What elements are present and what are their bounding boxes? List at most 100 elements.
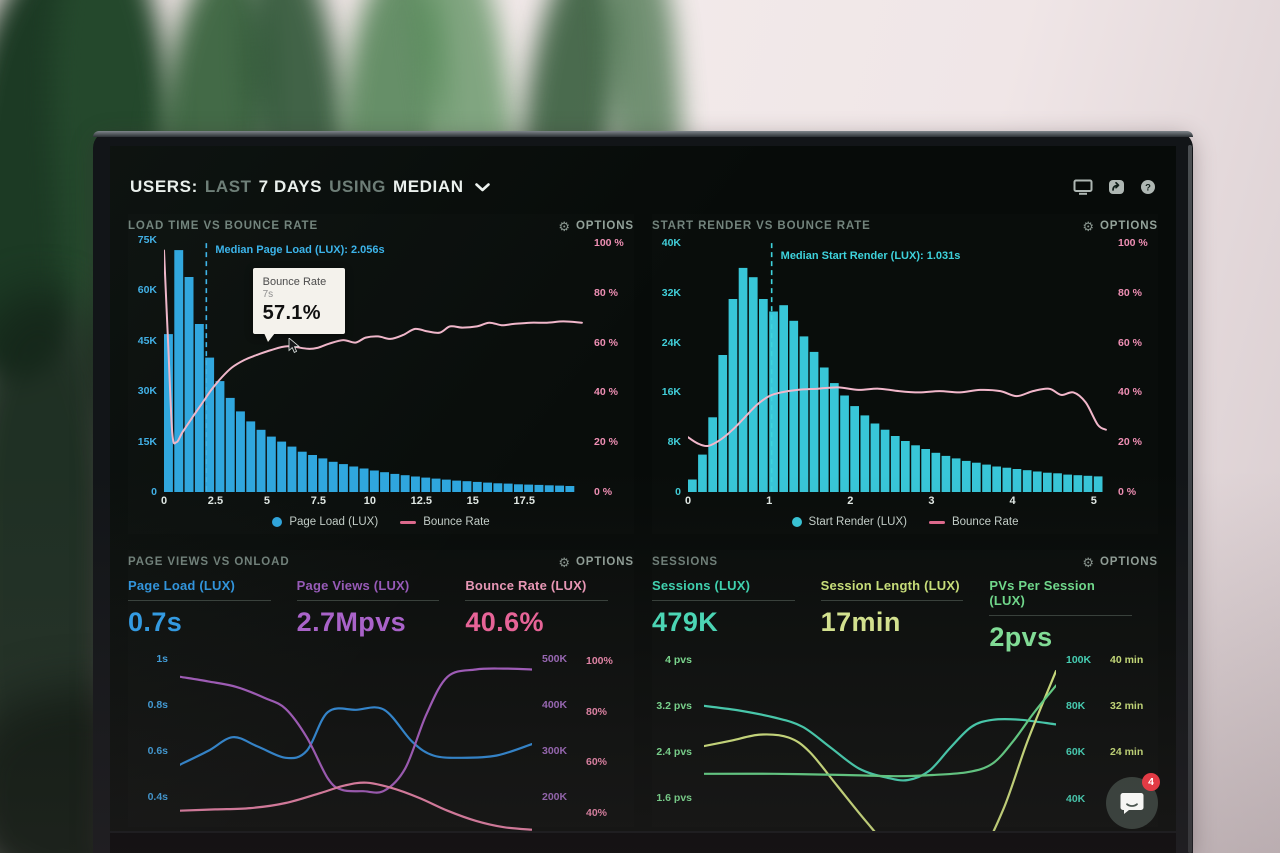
- line-plot[interactable]: [704, 648, 1056, 831]
- histogram-bar[interactable]: [992, 466, 1001, 493]
- help-icon[interactable]: ?: [1140, 179, 1156, 195]
- histogram-bar[interactable]: [819, 367, 829, 493]
- histogram-bar[interactable]: [708, 417, 717, 492]
- histogram-bar[interactable]: [1032, 471, 1042, 493]
- histogram-bar[interactable]: [225, 397, 235, 492]
- histogram-bar[interactable]: [164, 334, 173, 492]
- share-icon[interactable]: [1108, 179, 1125, 195]
- histogram-bar[interactable]: [698, 454, 707, 492]
- histogram-bar[interactable]: [236, 411, 245, 492]
- histogram-bar[interactable]: [890, 436, 900, 492]
- histogram-bar[interactable]: [931, 452, 941, 492]
- histogram-bar[interactable]: [830, 383, 839, 492]
- histogram-bar[interactable]: [1012, 469, 1022, 492]
- histogram-bar[interactable]: [277, 441, 287, 492]
- histogram-bar[interactable]: [911, 445, 920, 492]
- series-line: [704, 670, 1056, 831]
- histogram-bar[interactable]: [799, 336, 809, 492]
- histogram-bar[interactable]: [390, 473, 400, 492]
- histogram-bar[interactable]: [266, 436, 276, 492]
- histogram-bar[interactable]: [380, 472, 389, 492]
- histogram-bar[interactable]: [728, 299, 738, 492]
- histogram-bar[interactable]: [972, 462, 981, 492]
- histogram-bar[interactable]: [184, 277, 194, 492]
- histogram-bar[interactable]: [1063, 474, 1072, 492]
- histogram-bar[interactable]: [921, 449, 930, 492]
- histogram-bar[interactable]: [452, 480, 462, 492]
- histogram-bar[interactable]: [809, 351, 819, 492]
- histogram-bar[interactable]: [1093, 476, 1103, 492]
- histogram-bar[interactable]: [318, 458, 328, 492]
- histogram-bar[interactable]: [411, 476, 420, 493]
- histogram-bar[interactable]: [369, 470, 379, 493]
- histogram-bar[interactable]: [534, 484, 544, 492]
- legend-item[interactable]: Bounce Rate: [928, 516, 1018, 528]
- histogram-bar[interactable]: [1083, 475, 1093, 492]
- histogram-bar[interactable]: [779, 305, 788, 492]
- date-range-dropdown[interactable]: USERS: LAST 7 DAYS USING MEDIAN: [130, 177, 490, 197]
- options-button[interactable]: ⚙ OPTIONS: [1082, 218, 1158, 234]
- histogram-bar[interactable]: [769, 311, 778, 493]
- histogram-bar[interactable]: [441, 479, 451, 492]
- histogram-bar[interactable]: [870, 423, 880, 493]
- histogram-bar[interactable]: [1043, 472, 1052, 492]
- chat-launcher-button[interactable]: 4: [1106, 773, 1160, 829]
- histogram-bar[interactable]: [174, 250, 184, 492]
- histogram-bar[interactable]: [524, 484, 534, 492]
- histogram-bar[interactable]: [472, 481, 482, 492]
- histogram-bar[interactable]: [880, 429, 890, 492]
- histogram-bar[interactable]: [789, 320, 799, 492]
- y-axis-sessions: 100K 80K 60K 40K: [1060, 648, 1102, 831]
- histogram-bar[interactable]: [565, 486, 575, 492]
- start-render-histogram-plot[interactable]: Median Start Render (LUX): 1.031s: [688, 238, 1110, 492]
- histogram-bar[interactable]: [205, 357, 215, 492]
- legend-item[interactable]: Page Load (LUX): [272, 516, 378, 528]
- histogram-bar[interactable]: [431, 478, 441, 492]
- histogram-bar[interactable]: [339, 464, 348, 492]
- histogram-bar[interactable]: [215, 381, 225, 492]
- histogram-bar[interactable]: [840, 395, 849, 493]
- histogram-bar[interactable]: [297, 451, 307, 492]
- histogram-bar[interactable]: [748, 277, 758, 492]
- histogram-bar[interactable]: [308, 455, 317, 492]
- histogram-bar[interactable]: [1073, 475, 1083, 492]
- histogram-bar[interactable]: [246, 421, 256, 492]
- histogram-bar[interactable]: [483, 482, 492, 492]
- histogram-bar[interactable]: [1002, 467, 1012, 492]
- histogram-bar[interactable]: [951, 458, 961, 492]
- histogram-bar[interactable]: [462, 481, 472, 492]
- histogram-bar[interactable]: [961, 460, 971, 492]
- histogram-bar[interactable]: [349, 466, 359, 493]
- histogram-bar[interactable]: [287, 446, 297, 492]
- histogram-bar[interactable]: [982, 464, 991, 492]
- metric: Page Load (LUX) 0.7s: [128, 578, 297, 648]
- histogram-bar[interactable]: [359, 468, 369, 493]
- options-button[interactable]: ⚙ OPTIONS: [558, 554, 634, 570]
- histogram-bar[interactable]: [503, 483, 513, 492]
- histogram-bar[interactable]: [400, 475, 410, 492]
- histogram-bar[interactable]: [1022, 470, 1032, 492]
- histogram-bar[interactable]: [544, 485, 554, 492]
- load-time-histogram-plot[interactable]: Median Page Load (LUX): 2.056s Bounce Ra…: [164, 238, 586, 492]
- histogram-bar[interactable]: [256, 429, 266, 492]
- histogram-bar[interactable]: [860, 415, 870, 492]
- legend-item[interactable]: Start Render (LUX): [791, 516, 907, 528]
- monitor-icon[interactable]: [1073, 179, 1093, 195]
- histogram-bar[interactable]: [718, 355, 728, 492]
- histogram-bar[interactable]: [421, 477, 431, 492]
- histogram-bar[interactable]: [514, 484, 523, 492]
- histogram-bar[interactable]: [555, 485, 564, 492]
- histogram-bar[interactable]: [941, 455, 951, 492]
- histogram-bar[interactable]: [1053, 473, 1062, 492]
- histogram-bar[interactable]: [850, 406, 859, 492]
- histogram-bar[interactable]: [901, 441, 910, 492]
- histogram-bar[interactable]: [688, 479, 697, 493]
- histogram-bar[interactable]: [759, 299, 768, 492]
- histogram-bar[interactable]: [493, 483, 503, 492]
- line-plot[interactable]: [180, 648, 532, 831]
- histogram-bar[interactable]: [328, 461, 338, 492]
- legend-item[interactable]: Bounce Rate: [400, 516, 490, 528]
- options-button[interactable]: ⚙ OPTIONS: [1082, 554, 1158, 570]
- histogram-bar[interactable]: [738, 267, 748, 492]
- options-button[interactable]: ⚙ OPTIONS: [558, 218, 634, 234]
